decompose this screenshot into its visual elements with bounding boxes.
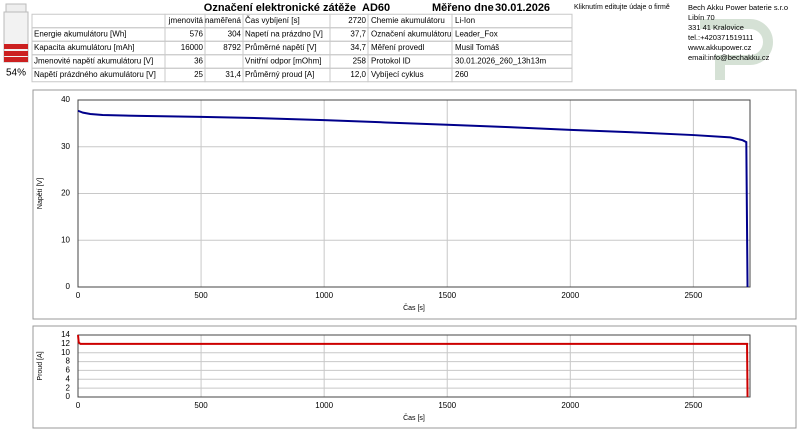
chart-panel <box>32 325 797 429</box>
table-cell <box>451 67 573 83</box>
chart: 0 10 20 30 40 0 500 1000 1500 2000 2500 Čas [s] Napě… <box>32 89 797 320</box>
y-tick-label: 30 <box>61 142 70 151</box>
table-text: Jmenovité napětí akumulátoru [V] <box>34 57 153 66</box>
table-text: naměřená <box>205 16 242 25</box>
y-tick-label: 12 <box>61 339 70 348</box>
table-text: 34,7 <box>350 43 366 52</box>
x-tick-label: 500 <box>194 291 208 300</box>
y-tick-label: 6 <box>66 366 71 375</box>
table-text: Energie akumulátoru [Wh] <box>34 30 127 39</box>
x-tick-label: 1500 <box>438 291 456 300</box>
x-tick-label: 1000 <box>315 291 333 300</box>
battery-level: 54% <box>6 68 26 79</box>
date: 30.01.2026 <box>495 2 550 14</box>
table-text: Označení akumulátoru <box>371 30 452 39</box>
x-tick-label: 2000 <box>561 401 579 410</box>
battery-icon <box>3 3 29 63</box>
x-tick-label: 1000 <box>315 401 333 410</box>
table-text: Protokol ID <box>371 57 411 66</box>
x-tick-label: 2500 <box>684 401 702 410</box>
company-line: email:info@bechakku.cz <box>688 53 770 62</box>
table-text: 2720 <box>348 16 366 25</box>
edit-hint[interactable]: Kliknutím editujte údaje o firmě <box>574 4 670 11</box>
table-text: Průměrné napětí [V] <box>245 43 317 52</box>
table-text: 12,0 <box>350 70 366 79</box>
plot-frame <box>77 334 751 398</box>
table-text: Vybíjecí cyklus <box>371 70 424 79</box>
company-line: 331 41 Kralovice <box>688 23 744 32</box>
x-tick-label: 0 <box>76 401 81 410</box>
table-text: 16000 <box>181 43 204 52</box>
table-text: 36 <box>194 57 203 66</box>
table-text: Napetí na prázdno [V] <box>245 30 323 39</box>
y-tick-label: 10 <box>61 348 70 357</box>
y-tick-label: 0 <box>66 282 71 291</box>
table-text: 37,7 <box>350 30 366 39</box>
table-text: Kapacita akumulátoru [mAh] <box>34 43 135 52</box>
table-text: Leader_Fox <box>455 30 498 39</box>
table-text: Čas vybíjení [s] <box>245 16 300 25</box>
x-tick-label: 2000 <box>561 291 579 300</box>
x-tick-label: 0 <box>76 291 81 300</box>
company-line: Libín 70 <box>688 13 715 22</box>
data-line <box>77 109 749 288</box>
company-logo <box>700 19 773 80</box>
table-text: Chemie akumulátoru <box>371 16 445 25</box>
y-axis-label: Proud [A] <box>37 351 44 380</box>
data-line <box>77 334 749 398</box>
x-tick-label: 1500 <box>438 401 456 410</box>
table-text: Li-Ion <box>455 16 475 25</box>
table-text: Měření provedl <box>371 43 425 52</box>
table-text: 304 <box>228 30 242 39</box>
load-id: AD60 <box>362 2 390 14</box>
table-text: Napětí prázdného akumulátoru [V] <box>34 70 156 79</box>
y-tick-label: 14 <box>61 330 70 339</box>
table-text: 25 <box>194 70 203 79</box>
y-tick-label: 0 <box>66 392 71 401</box>
table-text: Průměrný proud [A] <box>245 70 314 79</box>
company-line: tel.:+420371519111 <box>688 33 753 42</box>
x-axis-label: Čas [s] <box>403 303 425 312</box>
table-text: Vnitřní odpor [mOhm] <box>245 57 321 66</box>
x-tick-label: 2500 <box>684 291 702 300</box>
table-text: 576 <box>190 30 204 39</box>
table-text: 31,4 <box>225 70 241 79</box>
table-text: Musil Tomáš <box>455 43 499 52</box>
table-text: jmenovitá <box>168 16 204 25</box>
table-text: 258 <box>353 57 367 66</box>
x-tick-label: 500 <box>194 401 208 410</box>
y-tick-label: 4 <box>66 374 71 383</box>
chart-panel <box>32 89 797 320</box>
y-tick-label: 8 <box>66 357 71 366</box>
x-axis-label: Čas [s] <box>403 413 425 422</box>
y-tick-label: 40 <box>61 95 70 104</box>
date-label: Měřeno dne <box>432 2 494 14</box>
plot-frame <box>77 99 751 288</box>
company-line: Bech Akku Power baterie s.r.o <box>688 3 788 12</box>
table-text: 260 <box>455 70 469 79</box>
y-tick-label: 10 <box>61 235 70 244</box>
y-axis-label: Napětí [V] <box>37 178 44 209</box>
table-text: 30.01.2026_260_13h13m <box>455 57 547 66</box>
company-line: www.akkupower.cz <box>687 43 752 52</box>
y-tick-label: 2 <box>66 383 71 392</box>
y-tick-label: 20 <box>61 189 70 198</box>
load-label: Označení elektronické zátěže <box>204 2 356 14</box>
table-text: 8792 <box>223 43 241 52</box>
